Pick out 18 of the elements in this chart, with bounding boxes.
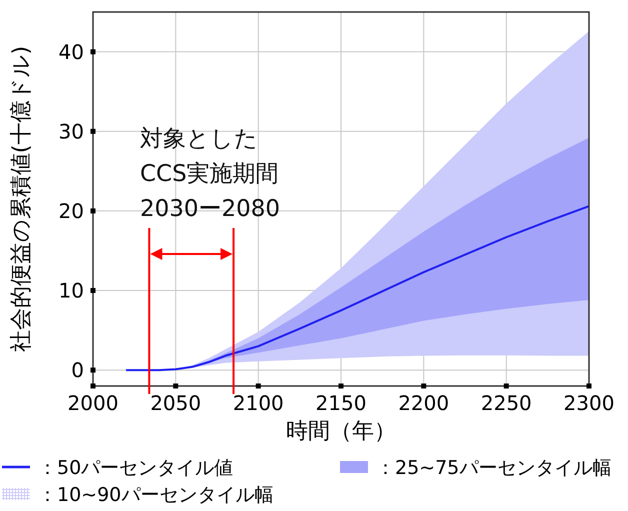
legend-label: ：50パーセンタイル値 xyxy=(38,457,234,479)
x-tick-label: 2000 xyxy=(68,391,118,415)
x-axis-title: 時間（年） xyxy=(286,419,396,444)
y-tick-label: 20 xyxy=(58,198,84,223)
x-tick-label: 2200 xyxy=(398,391,450,415)
y-axis-title: 社会的便益の累積値(十億ドル) xyxy=(9,46,34,352)
x-tick-label: 2250 xyxy=(480,391,532,415)
x-tick-label: 2300 xyxy=(564,391,614,415)
y-tick-label: 30 xyxy=(58,119,84,144)
y-tick-label: 10 xyxy=(58,278,84,303)
legend-label: ：10~90パーセンタイル幅 xyxy=(38,484,274,506)
annotation: 対象とした CCS実施期間 2030ー2080 xyxy=(140,126,280,222)
x-tick-label: 2150 xyxy=(316,391,366,415)
x-tick-label: 2100 xyxy=(232,391,284,415)
y-tick-label: 40 xyxy=(58,40,84,64)
y-tick-label: 0 xyxy=(71,358,84,382)
x-tick-label: 2050 xyxy=(150,391,202,415)
legend-label: ：25~75パーセンタイル幅 xyxy=(376,457,612,479)
